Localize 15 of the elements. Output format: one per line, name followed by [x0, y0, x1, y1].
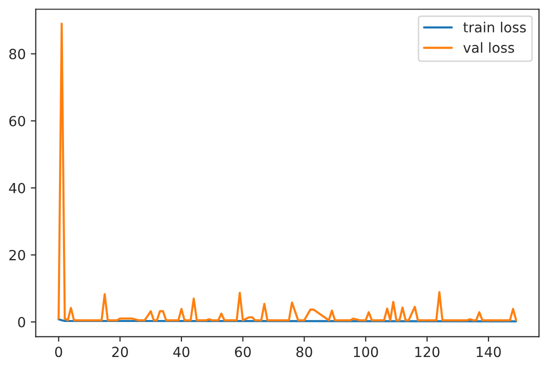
legend-label: val loss [463, 42, 514, 53]
y-tick-label: 60 [9, 116, 26, 126]
x-tick-label: 120 [415, 346, 440, 358]
x-tick-label: 80 [296, 346, 312, 358]
y-tick-label: 0 [18, 316, 26, 328]
x-tick-label: 60 [234, 346, 251, 358]
x-tick-label: 0 [55, 346, 62, 358]
x-tick-label: 140 [476, 346, 501, 358]
y-tick-label: 20 [9, 250, 26, 260]
x-tick-label: 20 [112, 346, 128, 358]
y-tick-label: 40 [9, 182, 26, 194]
x-tick-label: 100 [354, 346, 378, 358]
x-tick-label: 40 [173, 346, 190, 358]
y-tick-label: 80 [9, 48, 26, 60]
legend-label: train loss [463, 22, 526, 32]
